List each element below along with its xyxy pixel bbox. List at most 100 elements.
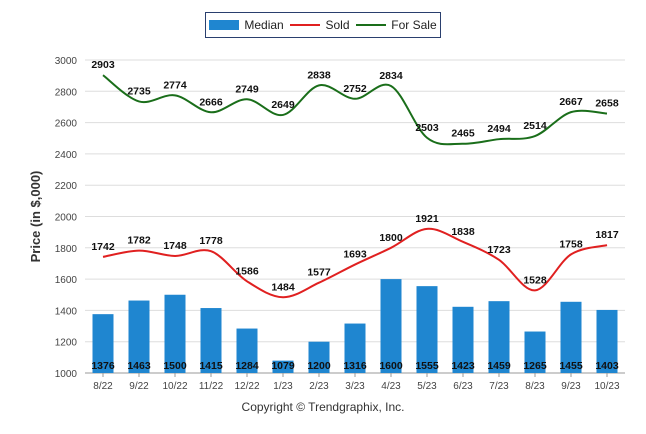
- x-tick-label: 1/23: [273, 381, 293, 392]
- median-data-label: 1376: [91, 360, 115, 372]
- median-bar: [452, 306, 474, 373]
- x-tick-label: 10/23: [594, 381, 619, 392]
- median-data-label: 1463: [127, 360, 151, 372]
- x-tick-label: 4/23: [381, 381, 401, 392]
- for-sale-data-label: 2514: [523, 120, 547, 132]
- for-sale-line: [102, 74, 608, 146]
- sold-data-label: 1800: [379, 232, 403, 244]
- chart-legend: Median Sold For Sale: [205, 12, 441, 38]
- sold-data-label: 1484: [271, 281, 295, 293]
- y-tick-label: 3000: [55, 56, 78, 67]
- median-data-label: 1316: [343, 360, 367, 372]
- y-tick-label: 1000: [55, 369, 78, 380]
- median-data-label: 1284: [235, 360, 259, 372]
- legend-swatch: [209, 20, 240, 30]
- legend-label: Sold: [325, 18, 350, 32]
- y-tick-label: 2600: [55, 119, 78, 130]
- legend-item[interactable]: For Sale: [356, 18, 437, 32]
- for-sale-data-label: 2735: [127, 85, 151, 97]
- for-sale-data-label: 2749: [235, 83, 259, 95]
- for-sale-data-label: 2494: [487, 123, 511, 135]
- median-data-label: 1200: [307, 360, 331, 372]
- legend-label: For Sale: [391, 18, 437, 32]
- median-data-label: 1459: [487, 360, 511, 372]
- legend-item[interactable]: Sold: [290, 18, 350, 32]
- sold-data-label: 1817: [595, 229, 619, 241]
- sold-data-label: 1778: [199, 235, 223, 247]
- x-tick-label: 8/22: [93, 381, 113, 392]
- median-bar: [308, 341, 330, 373]
- y-tick-label: 1600: [55, 275, 78, 286]
- sold-data-label: 1758: [559, 238, 583, 250]
- sold-data-label: 1782: [127, 235, 151, 247]
- y-tick-label: 2000: [55, 213, 78, 224]
- copyright-text: Copyright © Trendgraphix, Inc.: [241, 400, 405, 414]
- x-tick-label: 8/23: [525, 381, 545, 392]
- median-bar: [560, 301, 582, 373]
- x-tick-label: 9/23: [561, 381, 581, 392]
- sold-data-label: 1742: [91, 241, 115, 253]
- median-data-label: 1403: [595, 360, 619, 372]
- sold-data-label: 1693: [343, 249, 367, 261]
- median-bar: [380, 279, 402, 373]
- sold-data-label: 1528: [523, 274, 547, 286]
- median-data-label: 1600: [379, 360, 403, 372]
- x-tick-label: 11/22: [199, 381, 224, 392]
- median-data-label: 1079: [271, 360, 295, 372]
- sold-data-label: 1577: [307, 267, 331, 279]
- for-sale-data-label: 2752: [343, 83, 367, 95]
- sold-line: [102, 227, 608, 299]
- for-sale-data-label: 2666: [199, 96, 223, 108]
- legend-label: Median: [244, 18, 284, 32]
- median-bar: [164, 294, 186, 373]
- y-tick-label: 1800: [55, 244, 78, 255]
- x-tick-label: 7/23: [489, 381, 509, 392]
- x-tick-label: 6/23: [453, 381, 473, 392]
- median-bar: [92, 314, 114, 373]
- x-tick-label: 3/23: [345, 381, 365, 392]
- median-bar: [524, 331, 546, 373]
- sold-data-label: 1748: [163, 240, 187, 252]
- median-bar: [596, 309, 618, 373]
- y-tick-label: 2800: [55, 87, 78, 98]
- median-bar: [488, 301, 510, 373]
- for-sale-data-label: 2667: [559, 96, 583, 108]
- legend-item[interactable]: Median: [209, 18, 284, 32]
- median-bar: [128, 300, 150, 373]
- median-data-label: 1265: [523, 360, 547, 372]
- for-sale-data-label: 2774: [163, 79, 187, 91]
- x-tick-label: 5/23: [417, 381, 437, 392]
- median-bar: [344, 323, 366, 373]
- median-data-label: 1555: [415, 360, 439, 372]
- y-tick-label: 2200: [55, 181, 78, 192]
- for-sale-data-label: 2834: [379, 70, 403, 82]
- y-axis-label: Price (in $,000): [28, 171, 43, 263]
- sold-data-label: 1723: [487, 244, 511, 256]
- legend-swatch: [356, 24, 387, 26]
- legend-swatch: [290, 24, 321, 26]
- for-sale-data-label: 2465: [451, 128, 475, 140]
- x-tick-label: 10/22: [162, 381, 187, 392]
- median-data-label: 1455: [559, 360, 583, 372]
- y-tick-label: 1200: [55, 338, 78, 349]
- for-sale-data-label: 2649: [271, 99, 295, 111]
- sold-data-label: 1586: [235, 265, 259, 277]
- median-bar: [416, 286, 438, 373]
- sold-data-label: 1921: [415, 213, 439, 225]
- y-tick-label: 1400: [55, 306, 78, 317]
- y-tick-label: 2400: [55, 150, 78, 161]
- median-data-label: 1423: [451, 360, 475, 372]
- median-data-label: 1415: [199, 360, 223, 372]
- for-sale-data-label: 2658: [595, 98, 619, 110]
- for-sale-data-label: 2903: [91, 59, 115, 71]
- median-bar: [236, 328, 258, 373]
- x-tick-label: 9/22: [129, 381, 149, 392]
- x-tick-label: 12/22: [234, 381, 259, 392]
- for-sale-data-label: 2838: [307, 69, 331, 81]
- median-bar: [272, 360, 294, 373]
- sold-data-label: 1838: [451, 226, 475, 238]
- median-bar: [200, 308, 222, 373]
- median-data-label: 1500: [163, 360, 187, 372]
- for-sale-data-label: 2503: [415, 122, 439, 134]
